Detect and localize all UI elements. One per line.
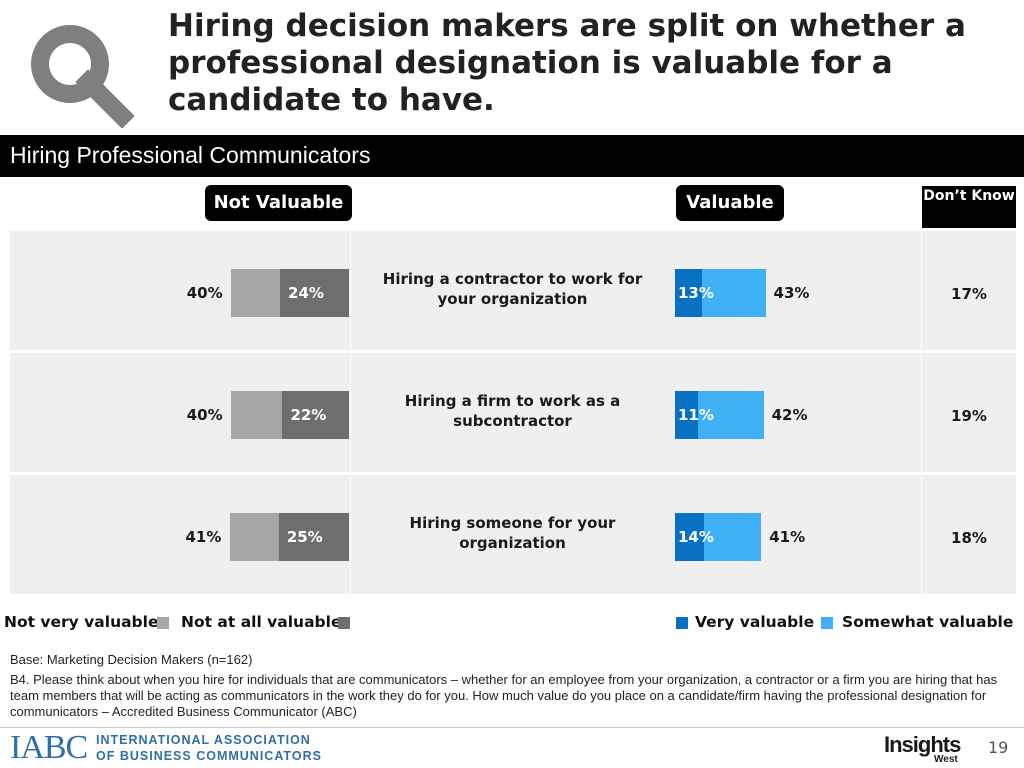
- bar-not-very-valuable: [230, 390, 283, 439]
- category-label: Hiring a contractor to work for your org…: [382, 269, 643, 308]
- section-bar: [0, 135, 1024, 177]
- dont-know-value: 19%: [951, 406, 987, 425]
- iabc-logo-line1: INTERNATIONAL ASSOCIATION: [96, 733, 311, 747]
- row-divider: [921, 353, 922, 472]
- bar-not-very-valuable: [230, 268, 281, 317]
- dont-know-header: Don’t Know: [922, 186, 1016, 228]
- category-label: Hiring a firm to work as a subcontractor: [404, 391, 621, 430]
- total-valuable: 42%: [771, 405, 808, 424]
- legend-swatch-somewhat-valuable: [821, 617, 833, 629]
- row-divider: [350, 231, 351, 350]
- magnifier-icon: [31, 25, 134, 128]
- row-background: [10, 475, 1016, 594]
- total-not-valuable: 40%: [186, 283, 223, 302]
- footnote: Base: Marketing Decision Makers (n=162) …: [10, 652, 1010, 720]
- total-not-valuable: 41%: [185, 527, 222, 546]
- page-title: Hiring decision makers are split on whet…: [168, 8, 966, 118]
- bar-not-very-valuable: [229, 512, 279, 561]
- footer-divider: [0, 727, 1024, 728]
- row-background: [10, 231, 1016, 350]
- bar-somewhat-valuable: [701, 268, 766, 317]
- iabc-logo-abbr: IABC: [10, 729, 88, 766]
- row-divider: [921, 231, 922, 350]
- total-valuable: 41%: [769, 527, 806, 546]
- legend-very-valuable: Very valuable: [695, 613, 815, 631]
- page-number: 19: [988, 738, 1009, 757]
- insights-west-logo: Insights West: [884, 730, 974, 766]
- section-title: Hiring Professional Communicators: [10, 142, 371, 168]
- insights-logo-text: Insights: [884, 732, 961, 757]
- insights-logo-sub: West: [934, 754, 958, 765]
- footnote-question: B4. Please think about when you hire for…: [10, 672, 998, 719]
- bar-very-valuable: [675, 390, 698, 439]
- row-divider: [350, 353, 351, 472]
- bar-label-not-at-all: 25%: [286, 527, 323, 546]
- total-valuable: 43%: [773, 283, 810, 302]
- dont-know-value: 18%: [951, 528, 987, 547]
- bar-label-not-at-all: 22%: [290, 405, 327, 424]
- bar-label-very-valuable: 14%: [678, 527, 714, 546]
- legend-swatch-very-valuable: [676, 617, 688, 629]
- bar-somewhat-valuable: [697, 390, 764, 439]
- bar-not-at-all-valuable: [282, 390, 349, 439]
- legend-not-at-all-valuable: Not at all valuable: [181, 613, 342, 631]
- dont-know-value: 17%: [951, 284, 987, 303]
- bar-very-valuable: [675, 268, 702, 317]
- legend-swatch-not-at-all-valuable: [338, 617, 350, 629]
- valuable-header: Valuable: [676, 185, 784, 221]
- bar-not-at-all-valuable: [280, 268, 349, 317]
- footnote-base: Base: Marketing Decision Makers (n=162): [10, 652, 253, 667]
- bar-label-not-at-all: 24%: [288, 283, 324, 302]
- legend-not-very-valuable: Not very valuable: [4, 613, 159, 631]
- bar-label-very-valuable: 13%: [678, 283, 714, 302]
- iabc-logo: IABC INTERNATIONAL ASSOCIATION OF BUSINE…: [10, 729, 321, 766]
- row-divider: [350, 475, 351, 594]
- bar-somewhat-valuable: [703, 512, 762, 561]
- total-not-valuable: 40%: [186, 405, 223, 424]
- chart-area: 24% 40% Hiring a contractor to work for yo…: [10, 231, 1016, 594]
- legend-swatch-not-very-valuable: [157, 617, 169, 629]
- bar-not-at-all-valuable: [278, 512, 349, 561]
- iabc-logo-line2: OF BUSINESS COMMUNICATORS: [96, 749, 322, 763]
- row-divider: [921, 475, 922, 594]
- not-valuable-header: Not Valuable: [205, 185, 352, 221]
- row-background: [10, 353, 1016, 472]
- bar-label-very-valuable: 11%: [678, 405, 714, 424]
- bar-very-valuable: [675, 512, 704, 561]
- category-label: Hiring someone for your organization: [409, 513, 616, 552]
- legend-somewhat-valuable: Somewhat valuable: [842, 613, 1014, 631]
